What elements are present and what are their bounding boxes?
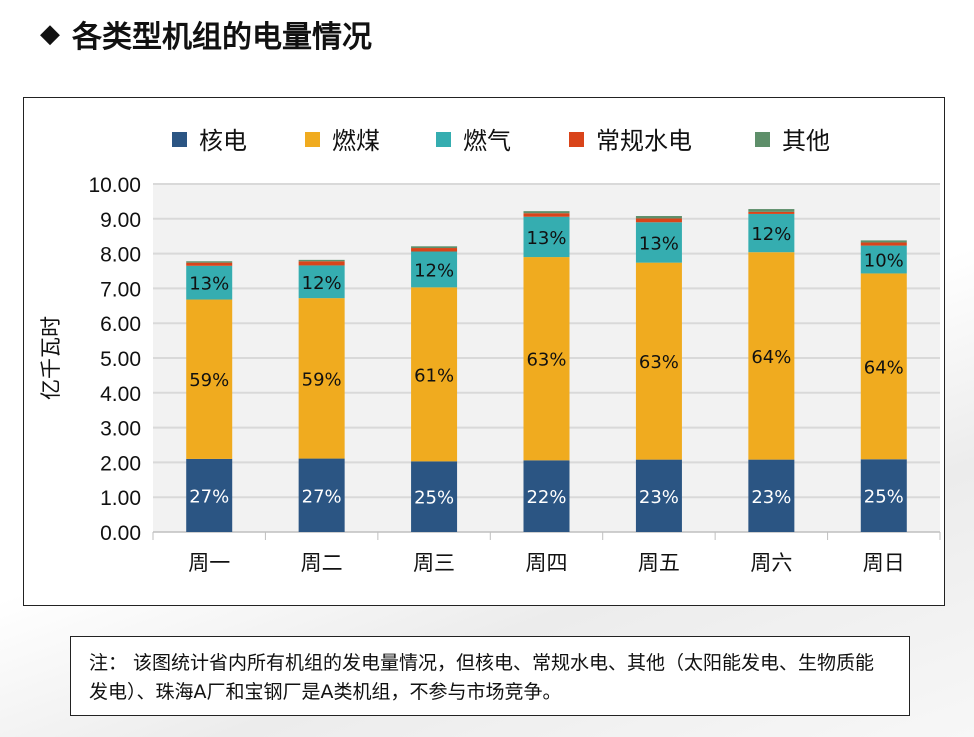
data-label: 27% <box>302 486 342 507</box>
y-tick-label: 8.00 <box>100 244 141 267</box>
data-label: 63% <box>639 352 679 373</box>
data-label: 59% <box>302 369 342 390</box>
x-tick-label: 周日 <box>863 551 905 575</box>
x-tick-label: 周一 <box>188 551 230 575</box>
y-tick-label: 10.00 <box>88 174 141 197</box>
legend-label: 常规水电 <box>596 127 692 155</box>
legend-swatch <box>569 132 584 147</box>
bar-segment <box>860 240 907 243</box>
legend-label: 其他 <box>782 127 830 155</box>
bar-segment <box>298 298 345 459</box>
data-label: 25% <box>864 487 904 508</box>
legend-swatch <box>436 132 451 147</box>
page-title: ◆ 各类型机组的电量情况 <box>40 12 372 56</box>
title-text: 各类型机组的电量情况 <box>72 20 372 55</box>
legend-swatch <box>172 132 187 147</box>
legend-label: 核电 <box>199 127 247 155</box>
bar-segment <box>635 216 682 219</box>
x-tick-label: 周三 <box>413 551 455 575</box>
bar-segment <box>748 213 795 253</box>
y-tick-label: 0.00 <box>100 522 141 545</box>
bar-segment <box>411 287 458 462</box>
bar-segment <box>298 265 345 299</box>
y-tick-label: 2.00 <box>100 452 141 475</box>
y-tick-label: 4.00 <box>100 383 141 406</box>
bar-segment <box>411 248 458 252</box>
data-label: 13% <box>526 228 566 249</box>
bar-segment <box>523 213 570 217</box>
bar-segment <box>748 211 795 214</box>
bar-segment <box>186 262 233 266</box>
y-tick-label: 9.00 <box>100 209 141 232</box>
bar-segment <box>411 251 458 288</box>
bar-segment <box>186 299 233 459</box>
bar-segment <box>298 261 345 266</box>
bar-segment <box>748 209 795 212</box>
y-axis-label: 亿千瓦时 <box>39 316 63 400</box>
y-tick-label: 1.00 <box>100 487 141 510</box>
data-label: 12% <box>751 224 791 245</box>
diamond-bullet-icon: ◆ <box>40 19 60 49</box>
legend-label: 燃煤 <box>332 127 380 155</box>
bar-segment <box>523 460 570 532</box>
bar-segment <box>186 265 233 300</box>
bar-segment <box>748 252 795 460</box>
data-label: 23% <box>751 487 791 508</box>
data-label: 59% <box>189 370 229 391</box>
data-label: 61% <box>414 365 454 386</box>
x-tick-label: 周二 <box>301 551 343 575</box>
legend-label: 燃气 <box>463 127 511 155</box>
data-label: 12% <box>414 260 454 281</box>
x-tick-label: 周四 <box>526 551 568 575</box>
bar-segment <box>860 245 907 274</box>
bar-segment <box>411 246 458 249</box>
bar-segment <box>635 262 682 460</box>
bar-segment <box>635 218 682 223</box>
bar-segment <box>860 273 907 460</box>
bar-segment <box>748 459 795 532</box>
data-label: 22% <box>526 487 566 508</box>
legend-swatch <box>305 132 320 147</box>
data-label: 64% <box>864 357 904 378</box>
data-label: 25% <box>414 488 454 509</box>
bar-segment <box>298 259 345 262</box>
y-tick-label: 7.00 <box>100 278 141 301</box>
data-label: 13% <box>639 233 679 254</box>
bar-segment <box>860 242 907 246</box>
bar-segment <box>860 459 907 532</box>
bar-segment <box>523 257 570 461</box>
bar-segment <box>523 211 570 214</box>
data-label: 13% <box>189 274 229 295</box>
bar-segment <box>635 459 682 532</box>
legend-swatch <box>755 132 770 147</box>
note-text: 注： 该图统计省内所有机组的发电量情况，但核电、常规水电、其他（太阳能发电、生物… <box>89 652 875 703</box>
bar-segment <box>411 461 458 532</box>
note-box: 注： 该图统计省内所有机组的发电量情况，但核电、常规水电、其他（太阳能发电、生物… <box>70 636 910 716</box>
y-tick-label: 6.00 <box>100 313 141 336</box>
y-tick-label: 3.00 <box>100 418 141 441</box>
data-label: 63% <box>526 350 566 371</box>
data-label: 64% <box>751 347 791 368</box>
x-tick-label: 周六 <box>750 551 792 575</box>
data-label: 10% <box>864 251 904 272</box>
bar-segment <box>523 216 570 258</box>
bar-segment <box>186 261 233 263</box>
bar-segment <box>186 458 233 532</box>
data-label: 27% <box>189 486 229 507</box>
x-tick-label: 周五 <box>638 551 680 575</box>
data-label: 23% <box>639 487 679 508</box>
data-label: 12% <box>302 273 342 294</box>
y-tick-label: 5.00 <box>100 348 141 371</box>
bar-segment <box>635 222 682 263</box>
bar-segment <box>298 458 345 532</box>
